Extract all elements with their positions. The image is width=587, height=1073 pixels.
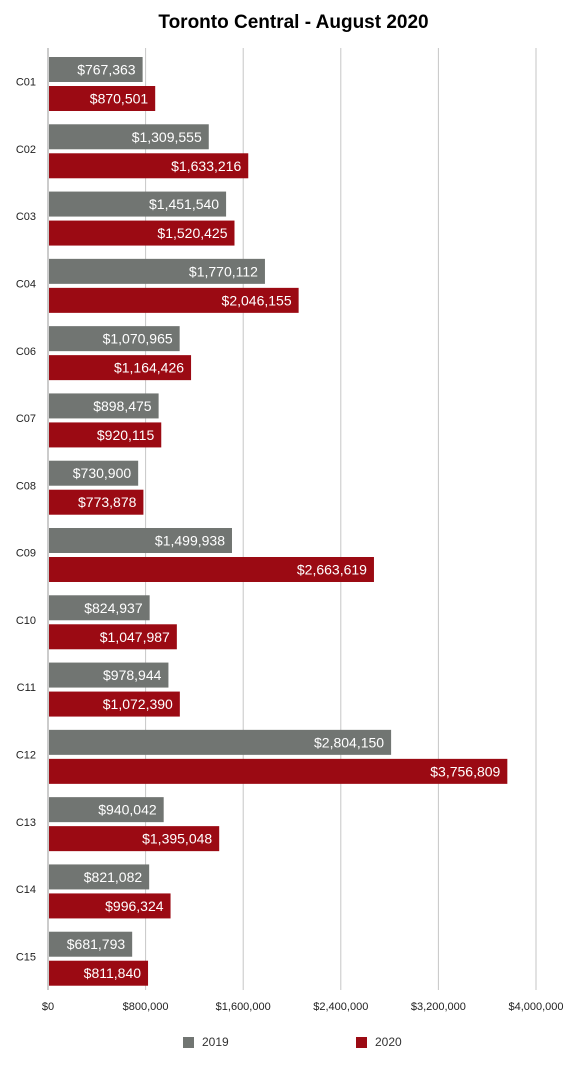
bar-2020-C04 — [49, 287, 299, 313]
data-label: $773,878 — [78, 494, 137, 510]
legend-item-2020: 2020 — [356, 1035, 402, 1049]
data-label: $821,082 — [84, 869, 143, 885]
data-label: $681,793 — [67, 936, 126, 952]
bar-2020-C01 — [49, 86, 156, 111]
data-label: $1,309,555 — [132, 129, 202, 145]
legend-label-2019: 2019 — [202, 1035, 229, 1049]
bar-2020-C09 — [49, 557, 374, 582]
chart-title: Toronto Central - August 2020 — [158, 12, 429, 33]
bar-2019-C02 — [49, 124, 209, 150]
data-label: $811,840 — [84, 965, 142, 981]
x-tick-label: $800,000 — [123, 1001, 169, 1013]
bar-2019-C10 — [49, 595, 150, 621]
bar-2019-C04 — [49, 258, 265, 284]
bar-2020-C02 — [49, 153, 249, 179]
bar-2019-C14 — [49, 864, 150, 890]
data-label: $996,324 — [105, 898, 164, 914]
x-tick-label: $3,200,000 — [411, 1001, 466, 1013]
y-category-label: C14 — [16, 884, 36, 896]
bar-2020-C12 — [49, 758, 508, 784]
y-category-label: C02 — [16, 144, 36, 156]
data-label: $1,520,425 — [157, 225, 227, 241]
data-label: $730,900 — [73, 465, 132, 481]
bar-2019-C07 — [49, 393, 159, 419]
data-label: $940,042 — [98, 802, 157, 818]
legend-swatch-2020 — [356, 1036, 367, 1048]
legend-item-2019: 2019 — [183, 1035, 229, 1049]
data-label: $1,451,540 — [149, 196, 219, 212]
x-tick-label: $4,000,000 — [508, 1001, 563, 1013]
data-label: $3,756,809 — [430, 763, 500, 779]
data-label: $2,046,155 — [222, 292, 292, 308]
legend-swatch-2019 — [183, 1036, 194, 1048]
bar-2020-C10 — [49, 624, 177, 650]
x-tick-label: $0 — [42, 1001, 54, 1013]
data-label: $898,475 — [93, 398, 152, 414]
y-category-label: C09 — [16, 548, 36, 560]
bar-2020-C07 — [49, 422, 162, 448]
bar-2019-C11 — [49, 662, 169, 688]
data-label: $1,499,938 — [155, 533, 225, 549]
bar-2019-C12 — [49, 729, 392, 755]
data-label: $1,395,048 — [142, 831, 212, 847]
y-category-label: C01 — [16, 77, 36, 89]
bar-2019-C03 — [49, 191, 227, 217]
y-category-label: C10 — [16, 615, 36, 627]
bar-2020-C08 — [49, 489, 144, 515]
y-category-label: C12 — [16, 750, 36, 762]
bar-2019-C08 — [49, 460, 139, 486]
data-label: $978,944 — [103, 667, 162, 683]
data-label: $1,770,112 — [189, 263, 258, 279]
x-tick-label: $2,400,000 — [313, 1001, 368, 1013]
bar-2019-C06 — [49, 326, 180, 352]
data-label: $824,937 — [84, 600, 143, 616]
bar-2019-C01 — [49, 57, 143, 82]
bar-2020-C11 — [49, 691, 180, 717]
data-label: $1,072,390 — [103, 696, 173, 712]
y-category-label: C06 — [16, 346, 36, 358]
data-label: $767,363 — [77, 62, 136, 78]
data-label: $920,115 — [97, 427, 155, 443]
data-label: $2,663,619 — [297, 562, 367, 578]
y-category-label: C03 — [16, 211, 36, 223]
y-category-label: C07 — [16, 413, 36, 425]
legend-label-2020: 2020 — [375, 1035, 402, 1049]
y-category-label: C08 — [16, 480, 36, 492]
bar-2019-C09 — [49, 528, 232, 553]
data-label: $1,164,426 — [114, 360, 184, 376]
y-category-label: C11 — [17, 682, 36, 694]
y-category-label: C15 — [16, 951, 36, 963]
bar-2019-C13 — [49, 797, 164, 823]
bar-2020-C15 — [49, 960, 149, 986]
y-category-label: C04 — [16, 279, 36, 291]
bar-2020-C03 — [49, 220, 235, 246]
data-label: $1,633,216 — [171, 158, 241, 174]
bar-2020-C13 — [49, 826, 220, 852]
data-label: $870,501 — [90, 91, 149, 107]
x-tick-label: $1,600,000 — [216, 1001, 271, 1013]
y-category-label: C13 — [16, 817, 36, 829]
data-label: $1,070,965 — [103, 331, 173, 347]
data-label: $1,047,987 — [100, 629, 170, 645]
bar-2020-C14 — [49, 893, 171, 919]
bar-2019-C15 — [49, 931, 133, 957]
bar-2020-C06 — [49, 355, 192, 381]
data-label: $2,804,150 — [314, 734, 384, 750]
